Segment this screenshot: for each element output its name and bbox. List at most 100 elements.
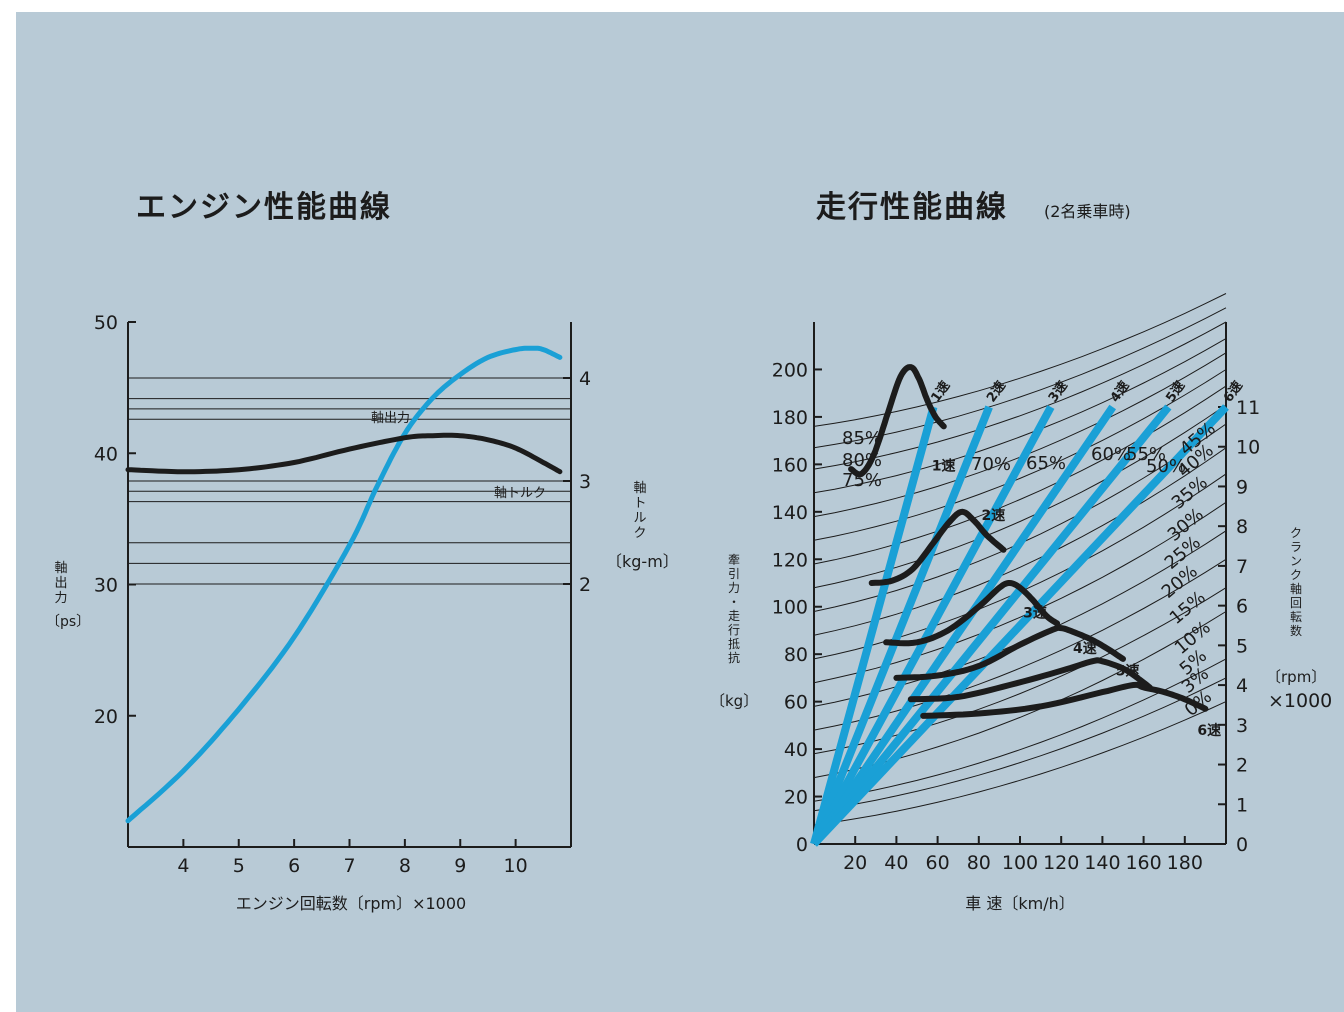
running-right-tick-label: 0 [1236, 834, 1248, 856]
gear-tractive-curve [848, 364, 947, 478]
running-left-tick-label: 140 [772, 502, 808, 524]
running-right-tick-label: 5 [1236, 635, 1248, 657]
gear-rpm-label: 1速 [928, 378, 954, 405]
gear-tractive-label: 5速 [1116, 662, 1140, 679]
running-right-tick-label: 2 [1236, 755, 1248, 777]
gear-rpm-line [810, 404, 1172, 847]
running-x-tick-label: 120 [1043, 852, 1079, 874]
engine-right-tick-label: 3 [579, 471, 591, 493]
svg-text:・: ・ [728, 595, 740, 609]
svg-text:行: 行 [728, 623, 740, 637]
gradient-resistance-curve [813, 701, 1227, 826]
engine-left-axis-label: 軸出力 [54, 561, 67, 606]
running-x-tick-label: 60 [926, 852, 950, 874]
svg-text:ク: ク [1290, 568, 1302, 582]
engine-power-curve [125, 345, 563, 824]
engine-right-axis-label: 軸トルク [633, 481, 646, 541]
grade-label: 55% [1126, 444, 1166, 465]
gear-tractive-curve [883, 580, 1061, 647]
svg-text:抗: 抗 [728, 650, 740, 665]
running-left-tick-label: 40 [784, 739, 808, 761]
svg-text:軸: 軸 [633, 481, 646, 496]
running-x-axis-label: 車 速〔km/h〕 [965, 894, 1074, 913]
running-left-tick-label: 120 [772, 549, 808, 571]
gear-tractive-curve [907, 657, 1153, 703]
gradient-resistance-curve [813, 338, 1227, 494]
running-left-tick-label: 180 [772, 407, 808, 429]
engine-right-tick-label: 4 [579, 368, 591, 390]
gear-rpm-label: 5速 [1162, 378, 1188, 405]
svg-text:ラ: ラ [1290, 540, 1302, 554]
running-right-tick-label: 10 [1236, 437, 1260, 459]
running-right-tick-label: 7 [1236, 556, 1248, 578]
running-left-tick-label: 200 [772, 359, 808, 381]
engine-x-tick-label: 8 [399, 855, 411, 877]
spec-sheet-panel: エンジン性能曲線 20 30 40 50 2 3 4 4 5 6 7 8 9 10 エンジン回転数〔rpm〕×… [16, 12, 1344, 1012]
svg-text:力: 力 [728, 581, 740, 595]
grade-label: 85% [842, 428, 882, 449]
running-x-tick-label: 140 [1084, 852, 1120, 874]
svg-text:ク: ク [633, 526, 646, 541]
running-left-tick-label: 80 [784, 644, 808, 666]
running-left-tick-label: 60 [784, 692, 808, 714]
engine-torque-curve [125, 432, 563, 475]
svg-text:出: 出 [54, 576, 67, 591]
running-x-tick-label: 20 [843, 852, 867, 874]
engine-left-axis-unit: 〔ps〕 [46, 614, 90, 630]
running-right-tick-label: 6 [1236, 596, 1248, 618]
grade-label: 65% [1026, 453, 1066, 474]
gear-rpm-line [811, 404, 1229, 847]
engine-right-tick-label: 2 [579, 574, 591, 596]
running-right-tick-label: 11 [1236, 397, 1260, 419]
gear-tractive-curve [893, 624, 1126, 681]
engine-left-tick-label: 30 [94, 575, 118, 597]
engine-x-axis-label: エンジン回転数〔rpm〕×1000 [236, 894, 466, 913]
gear-rpm-line [810, 405, 938, 846]
svg-text:ン: ン [1290, 554, 1302, 568]
grade-label: 80% [842, 450, 882, 471]
engine-left-tick-label: 20 [94, 706, 118, 728]
gear-rpm-label: 2速 [983, 378, 1009, 405]
gradient-resistance-curve [813, 321, 1227, 470]
engine-chart-title: エンジン性能曲線 [136, 190, 392, 225]
engine-torque-label: 軸トルク [494, 486, 546, 501]
svg-text:回: 回 [1290, 596, 1302, 610]
svg-text:軸: 軸 [1290, 582, 1302, 596]
engine-x-tick-label: 7 [343, 855, 355, 877]
grade-label: 60% [1091, 444, 1131, 465]
svg-text:引: 引 [728, 567, 740, 581]
engine-x-tick-label: 10 [504, 855, 528, 877]
running-left-tick-label: 160 [772, 454, 808, 476]
running-right-tick-label: 8 [1236, 516, 1248, 538]
gear-rpm-line [810, 405, 1055, 846]
gear-rpm-line [810, 405, 993, 846]
running-chart-subtitle: (2名乗車時) [1044, 202, 1131, 221]
engine-x-tick-label: 9 [454, 855, 466, 877]
running-x-tick-label: 100 [1002, 852, 1038, 874]
gear-tractive-label: 1速 [932, 457, 956, 474]
svg-text:力: 力 [54, 591, 67, 606]
running-left-tick-label: 20 [784, 787, 808, 809]
engine-x-tick-label: 4 [177, 855, 189, 877]
engine-power-label: 軸出力 [371, 411, 410, 426]
running-right-axis-unit: 〔rpm〕 [1266, 668, 1326, 686]
running-x-tick-label: 160 [1125, 852, 1161, 874]
svg-text:抵: 抵 [728, 637, 740, 651]
running-right-tick-label: 3 [1236, 715, 1248, 737]
running-left-axis-unit: 〔kg〕 [710, 692, 758, 710]
gradient-resistance-curve [813, 293, 1227, 427]
running-right-tick-label: 9 [1236, 476, 1248, 498]
gear-rpm-label: 4速 [1107, 378, 1133, 405]
running-x-tick-label: 40 [884, 852, 908, 874]
gear-tractive-label: 3速 [1023, 604, 1047, 621]
running-left-tick-label: 0 [796, 834, 808, 856]
gradient-resistance-curve [813, 677, 1227, 812]
engine-x-tick-label: 5 [233, 855, 245, 877]
gradient-resistance-curve [813, 385, 1227, 565]
gradient-resistance-curve [813, 658, 1227, 802]
running-right-axis-multiplier: ×1000 [1268, 690, 1332, 712]
gradient-resistance-curve [813, 404, 1227, 589]
running-chart-title: 走行性能曲線 [816, 190, 1008, 225]
